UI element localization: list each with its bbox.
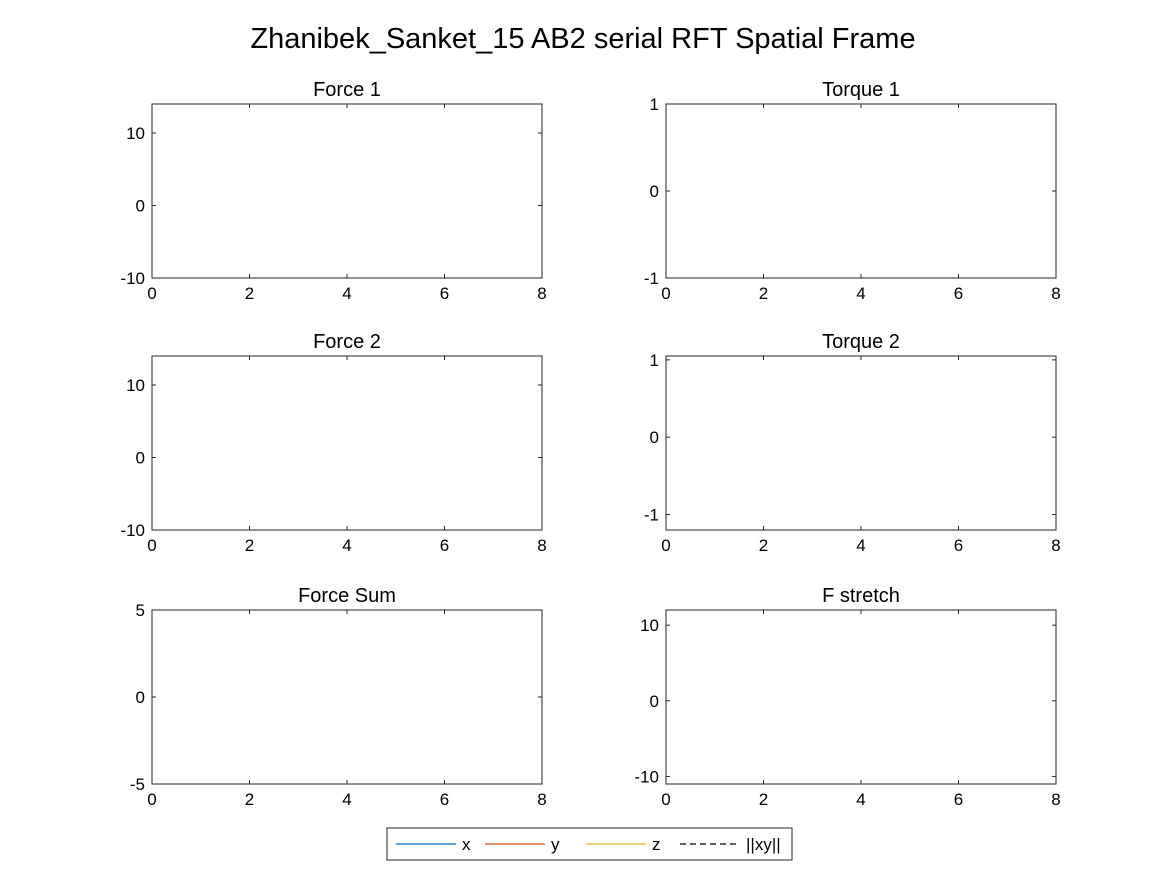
legend-label: y — [551, 835, 560, 854]
x-tick-label: 6 — [440, 790, 449, 809]
x-tick-label: 6 — [954, 536, 963, 555]
x-tick-label: 0 — [147, 284, 156, 303]
legend-label: z — [652, 835, 661, 854]
y-tick-label: -1 — [644, 506, 659, 525]
legend: x y z ||xy|| — [386, 827, 793, 861]
subplot-title: Torque 2 — [822, 331, 900, 353]
x-tick-label: 0 — [661, 284, 670, 303]
x-tick-label: 2 — [759, 536, 768, 555]
y-tick-label: 0 — [650, 182, 659, 201]
x-tick-label: 0 — [147, 790, 156, 809]
y-tick-label: 0 — [650, 692, 659, 711]
x-tick-label: 8 — [537, 790, 546, 809]
y-tick-label: 5 — [136, 601, 145, 620]
y-tick-label: 1 — [650, 95, 659, 114]
y-tick-label: 0 — [136, 449, 145, 468]
x-tick-label: 2 — [245, 284, 254, 303]
x-tick-label: 8 — [537, 284, 546, 303]
x-tick-label: 4 — [342, 790, 351, 809]
figure-title: Zhanibek_Sanket_15 AB2 serial RFT Spatia… — [250, 23, 915, 55]
y-tick-label: -10 — [120, 521, 145, 540]
subplot-title: F stretch — [822, 585, 900, 607]
x-tick-label: 4 — [856, 536, 865, 555]
x-tick-label: 2 — [245, 790, 254, 809]
x-tick-label: 8 — [1051, 284, 1060, 303]
axes-frame — [151, 609, 543, 785]
subplot-title: Torque 1 — [822, 79, 900, 101]
y-tick-label: -5 — [130, 775, 145, 794]
x-tick-label: 0 — [661, 790, 670, 809]
y-tick-label: 0 — [650, 428, 659, 447]
axes-frame — [665, 103, 1057, 279]
axes-frame — [665, 355, 1057, 531]
y-tick-label: -1 — [644, 269, 659, 288]
x-tick-label: 4 — [856, 284, 865, 303]
x-tick-label: 4 — [856, 790, 865, 809]
y-tick-label: 10 — [126, 124, 145, 143]
x-tick-label: 4 — [342, 536, 351, 555]
x-tick-label: 2 — [759, 284, 768, 303]
subplot-title: Force 1 — [313, 79, 381, 101]
x-tick-label: 8 — [1051, 536, 1060, 555]
y-tick-label: -10 — [634, 767, 659, 786]
x-tick-label: 4 — [342, 284, 351, 303]
axes-frame — [151, 103, 543, 279]
x-tick-label: 2 — [245, 536, 254, 555]
x-tick-label: 6 — [954, 284, 963, 303]
subplot-title: Force 2 — [313, 331, 381, 353]
y-tick-label: 0 — [136, 688, 145, 707]
x-tick-label: 8 — [1051, 790, 1060, 809]
y-tick-label: 1 — [650, 351, 659, 370]
axes-frame — [665, 609, 1057, 785]
y-tick-label: 10 — [126, 376, 145, 395]
legend-label: ||xy|| — [746, 835, 781, 854]
subplot-title: Force Sum — [298, 585, 396, 607]
y-tick-label: 10 — [640, 616, 659, 635]
axes-frame — [151, 355, 543, 531]
x-tick-label: 6 — [954, 790, 963, 809]
x-tick-label: 6 — [440, 284, 449, 303]
y-tick-label: 0 — [136, 197, 145, 216]
x-tick-label: 0 — [661, 536, 670, 555]
x-tick-label: 8 — [537, 536, 546, 555]
x-tick-label: 6 — [440, 536, 449, 555]
y-tick-label: -10 — [120, 269, 145, 288]
x-tick-label: 0 — [147, 536, 156, 555]
legend-label: x — [462, 835, 471, 854]
x-tick-label: 2 — [759, 790, 768, 809]
